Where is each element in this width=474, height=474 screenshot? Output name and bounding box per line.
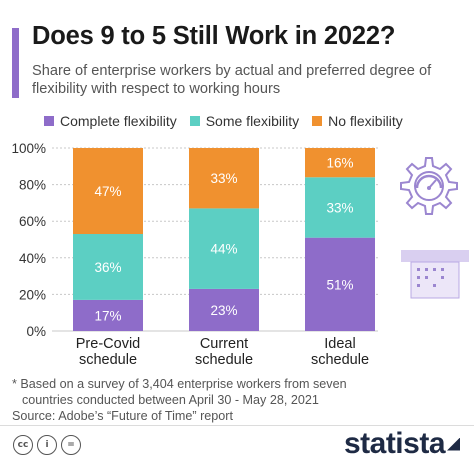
footer-divider — [0, 425, 474, 426]
flexibility-illustration — [400, 157, 469, 299]
footnote-line-2: countries conducted between April 30 - M… — [22, 393, 319, 407]
data-label: 17% — [94, 308, 121, 323]
legend-label-some: Some flexibility — [205, 113, 300, 129]
y-tick-label: 20% — [19, 287, 46, 302]
stacked-bar-chart: 0%20%40%60%80%100%17%36%47%Pre-Covidsche… — [11, 141, 378, 368]
y-tick-label: 80% — [19, 178, 46, 193]
y-tick-label: 40% — [19, 251, 46, 266]
legend-label-complete: Complete flexibility — [60, 113, 177, 129]
logo-mark-icon — [447, 437, 460, 451]
cc-icon[interactable]: cc — [13, 435, 33, 455]
legend-label-none: No flexibility — [328, 113, 403, 129]
license-icons[interactable]: cc i = — [13, 435, 85, 455]
statista-logo[interactable]: statista — [344, 427, 460, 461]
x-tick-label: schedule — [311, 352, 369, 368]
bar-segment — [189, 208, 259, 289]
source-line: Source: Adobe’s “Future of Time” report — [12, 409, 233, 423]
logo-text: statista — [343, 427, 446, 460]
data-label: 16% — [326, 156, 353, 171]
footnote-line-1: * Based on a survey of 3,404 enterprise … — [12, 377, 347, 391]
bar-segment — [305, 177, 375, 238]
footnote: * Based on a survey of 3,404 enterprise … — [12, 376, 462, 424]
x-tick-label: Ideal — [324, 336, 355, 352]
x-tick-label: Current — [200, 336, 248, 352]
speedometer-icon — [415, 174, 443, 190]
page-title: Does 9 to 5 Still Work in 2022? — [32, 22, 396, 50]
data-label: 51% — [326, 277, 353, 292]
legend-item-none: No flexibility — [312, 113, 403, 129]
data-label: 33% — [326, 200, 353, 215]
bar-segment — [189, 148, 259, 209]
legend-item-complete: Complete flexibility — [44, 113, 177, 129]
calendar-icon — [401, 250, 469, 299]
data-label: 47% — [94, 184, 121, 199]
bar-segment — [189, 288, 259, 331]
data-label: 33% — [210, 171, 237, 186]
bar-segment — [305, 148, 375, 178]
y-tick-label: 100% — [11, 141, 46, 156]
x-tick-label: schedule — [79, 352, 137, 368]
bar-segment — [73, 148, 143, 235]
bar-segment — [73, 299, 143, 331]
no-derivatives-icon[interactable]: = — [61, 435, 81, 455]
legend-item-some: Some flexibility — [189, 113, 300, 129]
y-tick-label: 0% — [26, 324, 46, 339]
x-tick-label: schedule — [195, 352, 253, 368]
x-tick-label: Pre-Covid — [76, 336, 140, 352]
bar-segment — [73, 234, 143, 300]
legend-swatch-some — [189, 116, 200, 126]
data-label: 44% — [210, 242, 237, 257]
page-subtitle: Share of enterprise workers by actual an… — [32, 63, 432, 97]
y-tick-label: 60% — [19, 214, 46, 229]
data-label: 23% — [210, 303, 237, 318]
data-label: 36% — [94, 260, 121, 275]
title-accent-bar — [12, 28, 19, 98]
chart-legend: Complete flexibility Some flexibility No… — [44, 113, 416, 129]
attribution-icon[interactable]: i — [37, 435, 57, 455]
bar-segment — [305, 237, 375, 331]
legend-swatch-complete — [44, 116, 54, 126]
legend-swatch-none — [312, 116, 323, 126]
